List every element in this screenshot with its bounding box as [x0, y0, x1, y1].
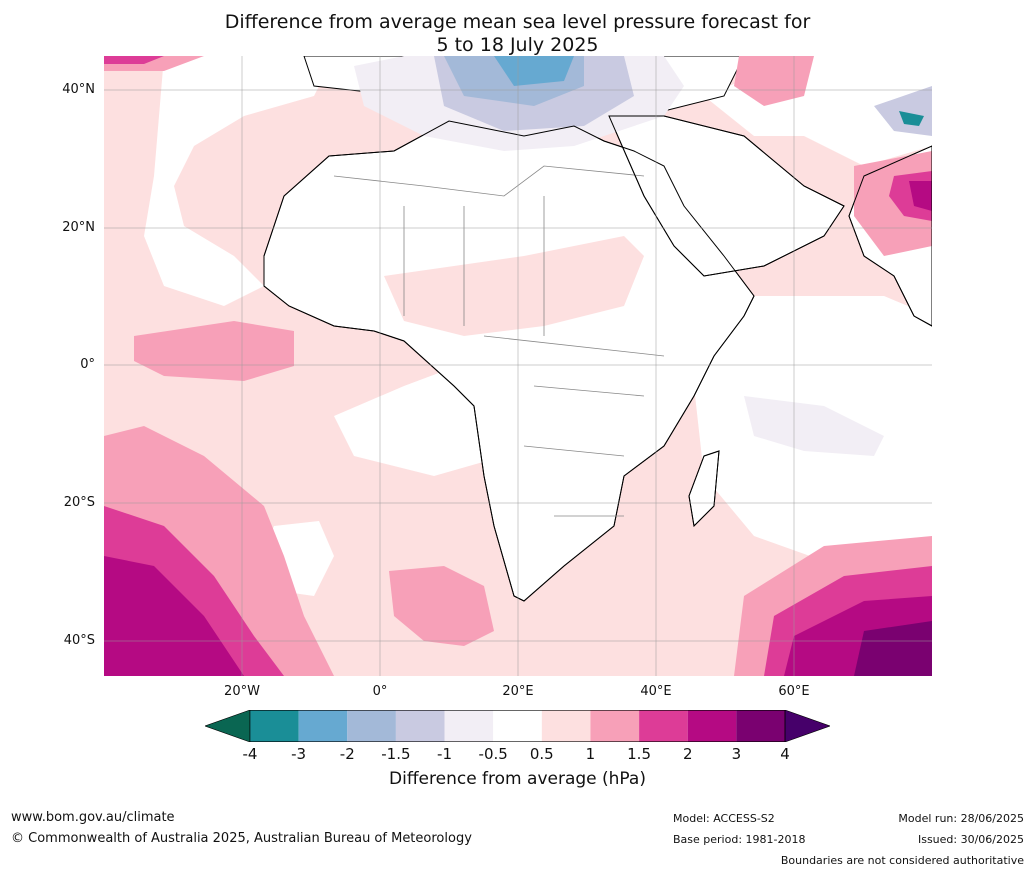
- colorbar-tick-label: -2: [339, 745, 355, 763]
- colorbar-bin: [736, 710, 785, 742]
- lat-label-40n: 40°N: [62, 82, 95, 97]
- pressure-anomaly-map: [104, 56, 932, 676]
- colorbar-bin: [250, 710, 299, 742]
- colorbar: [205, 710, 830, 742]
- colorbar-tick-label: 0.5: [529, 745, 554, 763]
- colorbar-label: Difference from average (hPa): [389, 769, 646, 789]
- map-gridlines: [104, 56, 932, 676]
- lon-label-60e: 60°E: [778, 684, 810, 699]
- high-anomaly-west-africa-ocean: [134, 321, 294, 381]
- footer-website[interactable]: www.bom.gov.au/climate: [11, 810, 175, 825]
- lon-label-20e: 20°E: [502, 684, 534, 699]
- low-anomaly-indian-ocean: [744, 396, 884, 456]
- colorbar-tick-label: -0.5: [478, 745, 508, 763]
- colorbar-bin: [347, 710, 396, 742]
- low-anomaly-asia-core: [899, 111, 924, 126]
- colorbar-tick-label: 4: [780, 745, 790, 763]
- high-anomaly-arabian-sea-inner: [909, 181, 932, 211]
- colorbar-tick-label: -3: [291, 745, 307, 763]
- colorbar-tick-label: 2: [682, 745, 693, 763]
- footer-issued: Issued: 30/06/2025: [917, 833, 1024, 846]
- footer-disclaimer: Boundaries are not considered authoritat…: [780, 854, 1024, 867]
- colorbar-bin: [298, 710, 348, 742]
- coastline-india: [848, 145, 932, 327]
- low-anomaly-mediterranean-deep: [494, 56, 574, 86]
- colorbar-tick-label: -1.5: [381, 745, 411, 763]
- colorbar-tick-label: 3: [731, 745, 742, 763]
- colorbar-tick-label: 1: [585, 745, 596, 763]
- colorbar-tick-label: 1.5: [627, 745, 651, 763]
- chart-title-line1: Difference from average mean sea level p…: [224, 11, 811, 33]
- high-anomaly-north-atlantic-core: [104, 56, 164, 64]
- coastline-arabia: [608, 115, 845, 277]
- colorbar-bin: [590, 710, 640, 742]
- colorbar-extend-above: [784, 710, 830, 742]
- footer-copyright: © Commonwealth of Australia 2025, Austra…: [11, 831, 472, 846]
- colorbar-bin: [444, 710, 494, 742]
- chart-title-line2: 5 to 18 July 2025: [436, 34, 599, 56]
- lon-label-40e: 40°E: [640, 684, 672, 699]
- lat-label-20s: 20°S: [63, 495, 95, 510]
- high-anomaly-southwest-atlantic-3: [104, 556, 244, 676]
- colorbar-bin: [395, 710, 445, 742]
- colorbar-extend-below: [205, 710, 251, 742]
- high-anomaly-south-atlantic: [389, 566, 494, 646]
- lat-label-0: 0°: [80, 357, 95, 372]
- colorbar-tick-label: -1: [437, 745, 453, 763]
- lat-label-20n: 20°N: [62, 220, 95, 235]
- lon-label-0: 0°: [372, 684, 388, 699]
- high-anomaly-south-indian-core: [854, 621, 932, 676]
- colorbar-bin: [639, 710, 688, 742]
- footer-base-period: Base period: 1981-2018: [673, 833, 806, 846]
- neutral-zone-north-atlantic: [144, 56, 334, 306]
- lon-label-20w: 20°W: [224, 684, 260, 699]
- colorbar-frame: [249, 710, 786, 742]
- lat-label-40s: 40°S: [63, 633, 95, 648]
- high-anomaly-west-africa-land: [384, 236, 644, 336]
- footer-model-run: Model run: 28/06/2025: [898, 812, 1024, 825]
- colorbar-tick-label: -4: [242, 745, 258, 763]
- country-borders: [333, 165, 665, 517]
- colorbar-bin: [493, 710, 542, 742]
- colorbar-bin: [541, 710, 591, 742]
- coastline-africa: [263, 120, 755, 602]
- colorbar-bin: [687, 710, 737, 742]
- footer-model: Model: ACCESS-S2: [673, 812, 775, 825]
- coastline-madagascar: [688, 450, 720, 528]
